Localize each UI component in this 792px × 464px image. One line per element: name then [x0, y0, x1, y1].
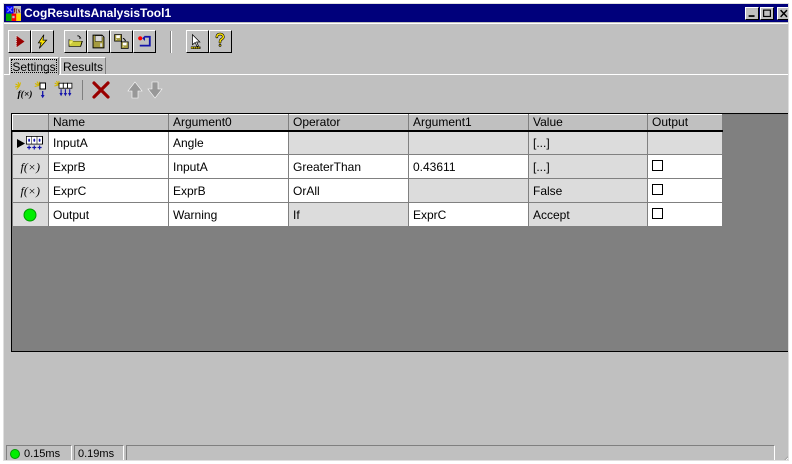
svg-text:f(×): f(×) [18, 89, 33, 100]
